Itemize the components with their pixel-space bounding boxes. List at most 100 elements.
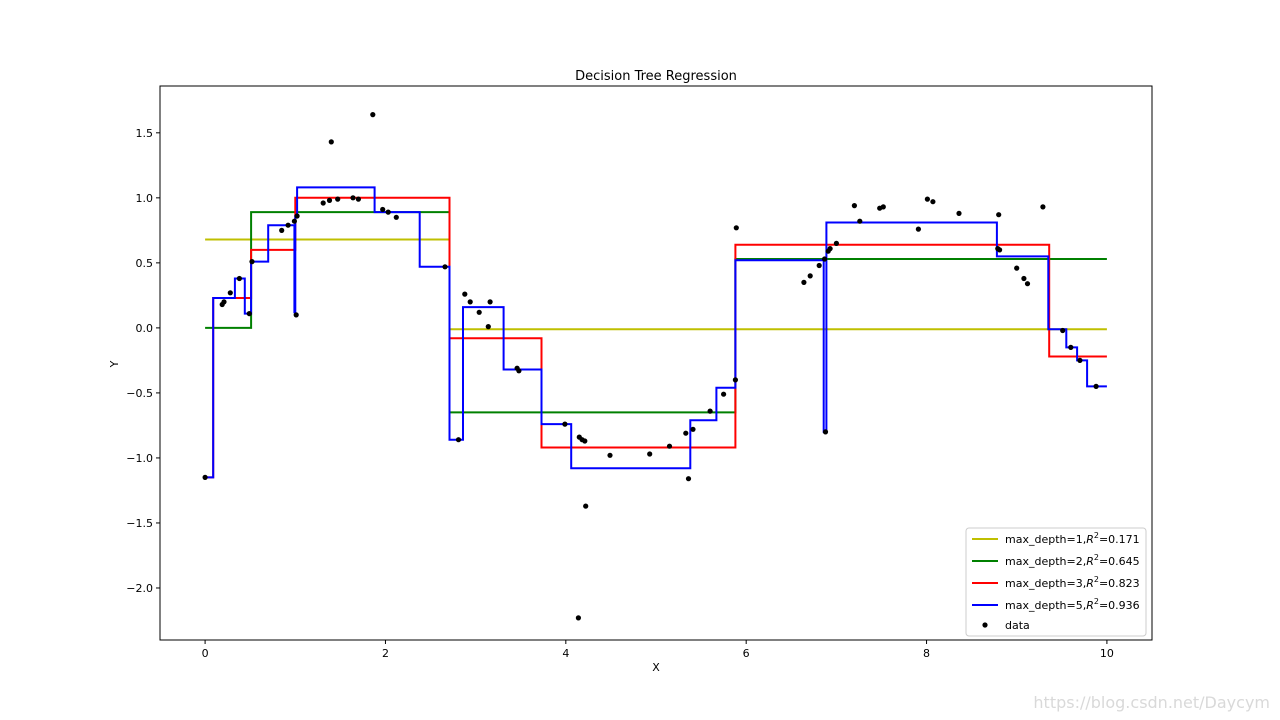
data-point [462, 291, 468, 297]
series-line-4 [205, 186, 1107, 479]
data-point [801, 279, 807, 285]
data-point [880, 204, 886, 210]
data-point [285, 222, 291, 228]
data-point [582, 438, 588, 444]
axes-frame [159, 85, 1153, 641]
data-point [666, 443, 673, 449]
y-tick-label: 1.5 [136, 127, 154, 140]
data-point [827, 246, 833, 252]
data-point [1014, 265, 1020, 271]
x-tick-label: 10 [1100, 647, 1114, 660]
legend-label-4: max_depth=5,R2=0.936 [1005, 597, 1140, 612]
data-point [707, 408, 713, 414]
data-point [807, 273, 813, 279]
data-point [721, 391, 727, 397]
x-tick-label: 4 [562, 647, 569, 660]
legend-label-r: R [1086, 577, 1094, 590]
data-point [393, 214, 399, 220]
data-point [485, 324, 491, 330]
data-point [583, 503, 589, 509]
data-point [732, 377, 739, 383]
data-point [293, 312, 299, 318]
data-point [690, 426, 696, 432]
y-tick-label: −0.5 [126, 387, 153, 400]
legend: max_depth=1,R2=0.171max_depth=2,R2=0.645… [965, 527, 1147, 637]
data-point [328, 139, 334, 145]
legend-label-prefix: max_depth=5, [1005, 599, 1086, 612]
data-point [294, 213, 300, 219]
data-point [996, 212, 1002, 218]
data-point [822, 256, 828, 262]
data-point [915, 226, 922, 232]
data-point [487, 299, 493, 305]
data-point [1040, 204, 1046, 210]
series-lines-layer [205, 186, 1107, 479]
x-axis-title: X [652, 661, 660, 674]
data-point [1024, 281, 1031, 287]
legend-label-prefix: max_depth=2, [1005, 555, 1086, 568]
y-tick-label: −1.0 [126, 452, 153, 465]
legend-label-sup: 2 [1094, 575, 1099, 584]
legend-label-value: =0.645 [1099, 555, 1140, 568]
data-point [370, 112, 376, 118]
data-point [956, 210, 962, 216]
x-tick-label: 6 [743, 647, 750, 660]
legend-label-r: R [1086, 599, 1094, 612]
data-point [683, 430, 689, 436]
data-point [1060, 327, 1066, 334]
data-point [221, 299, 227, 305]
data-point [249, 259, 255, 265]
data-point [1021, 275, 1027, 282]
x-tick-label: 0 [202, 647, 209, 660]
legend-label-2: max_depth=2,R2=0.645 [1005, 553, 1140, 568]
y-tick-label: −2.0 [126, 582, 153, 595]
legend-label-prefix: max_depth=3, [1005, 577, 1086, 590]
data-point [1093, 383, 1099, 389]
chart-title: Decision Tree Regression [575, 69, 737, 84]
x-tick-label: 8 [923, 647, 930, 660]
x-tick-label: 2 [382, 647, 389, 660]
data-point [291, 218, 297, 224]
y-tick-label: 0.0 [136, 322, 154, 335]
legend-swatch-data [982, 622, 988, 628]
legend-label-1: max_depth=1,R2=0.171 [1005, 531, 1140, 546]
data-point [279, 227, 285, 233]
y-tick-label: −1.5 [126, 517, 153, 530]
data-point [335, 196, 341, 202]
data-point [930, 199, 936, 205]
legend-label-value: =0.171 [1099, 533, 1140, 546]
y-axis-ticks: −2.0 −1.5 −1.0 −0.5 0.0 0.5 1.0 1.5 [126, 127, 160, 595]
legend-label-sup: 2 [1094, 597, 1099, 606]
data-point [227, 290, 233, 296]
legend-label-r: R [1086, 555, 1094, 568]
data-point [455, 437, 462, 443]
watermark-text: https://blog.csdn.net/Daycym [1033, 693, 1270, 712]
data-point [562, 421, 568, 427]
y-tick-label: 1.0 [136, 192, 154, 205]
data-point [857, 218, 863, 224]
plot-area [159, 85, 1153, 641]
data-point [476, 309, 482, 315]
data-point [851, 203, 858, 209]
data-point [326, 197, 333, 203]
data-point [607, 452, 613, 458]
legend-label-prefix: max_depth=1, [1005, 533, 1086, 546]
data-point [385, 209, 391, 215]
data-point [924, 196, 931, 202]
data-point [380, 206, 386, 213]
data-point [822, 429, 829, 435]
data-point [202, 474, 208, 480]
data-points-layer [202, 112, 1099, 621]
data-point [320, 200, 326, 206]
y-axis-title: Y [108, 360, 121, 368]
data-point [467, 299, 473, 305]
data-point [733, 225, 739, 231]
data-point [1077, 357, 1083, 363]
data-point [816, 262, 822, 269]
data-point [685, 476, 692, 482]
legend-label-value: =0.823 [1099, 577, 1140, 590]
y-tick-label: 0.5 [136, 257, 154, 270]
legend-label-r: R [1086, 533, 1094, 546]
data-point [516, 368, 522, 374]
